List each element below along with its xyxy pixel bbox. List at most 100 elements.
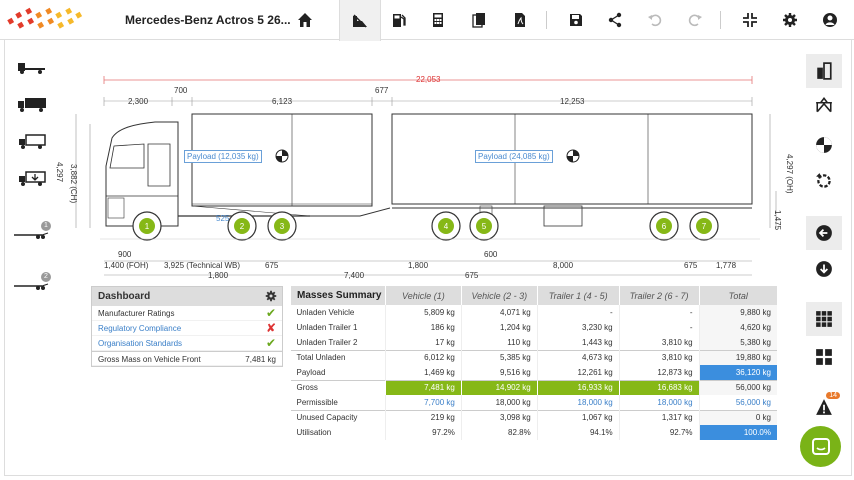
- calculator-button[interactable]: [424, 6, 452, 34]
- dim-label: 6,123: [272, 97, 293, 106]
- row-label: Utilisation: [296, 428, 332, 437]
- save-button[interactable]: [562, 6, 590, 34]
- turning-circle-button[interactable]: [806, 164, 842, 198]
- table-cell: 19,880 kg: [698, 349, 777, 365]
- table-header-row: Masses Summary Vehicle (1) Vehicle (2 - …: [290, 286, 777, 305]
- van-body-button[interactable]: [10, 127, 54, 157]
- save-icon: [570, 14, 582, 26]
- vehicle-drawing: 1 2 3 4 5 6 7 22,053 2,300 700 6,123 677 12,25…: [55, 66, 794, 286]
- grid-large-button[interactable]: [806, 340, 842, 374]
- table-row: Unladen Trailer 1 186 kg 1,204 kg 3,230 kg -…: [291, 320, 777, 335]
- tyre-icon: [816, 137, 832, 153]
- table-cell: 18,000 kg: [460, 395, 538, 410]
- column-header: Masses Summary: [290, 286, 386, 305]
- dashboard-row-organisation[interactable]: Organisation Standards ✔: [92, 336, 282, 351]
- row-label[interactable]: Organisation Standards: [98, 339, 183, 348]
- dim-label: 900: [118, 250, 132, 259]
- pdf-button[interactable]: [506, 6, 534, 34]
- table-cell: 5,385 kg: [460, 349, 538, 365]
- axle-load-button[interactable]: [806, 128, 842, 162]
- table-cell: 18,000 kg: [618, 395, 700, 410]
- table-row: Utilisation 97.2% 82.8% 94.1% 92.7% 100.0%: [291, 425, 777, 440]
- dim-label: 1,800: [408, 261, 429, 270]
- axle-hub: [696, 218, 712, 234]
- table-row: Unladen Vehicle 5,809 kg 4,071 kg - -9,880 k…: [291, 305, 777, 320]
- payload-label-trailer-2: Payload (24,085 kg): [475, 150, 553, 163]
- axle-hub: [139, 218, 155, 234]
- gear-icon: [783, 13, 797, 27]
- row-label: Unused Capacity: [290, 409, 386, 425]
- table-cell: 4,673 kg: [536, 349, 620, 365]
- undo-button[interactable]: [641, 6, 669, 34]
- documents-icon: [472, 13, 485, 28]
- table-cell: 219 kg: [384, 409, 462, 425]
- height-label: 4,297 (OH): [785, 154, 794, 194]
- dashboard-settings-button[interactable]: [265, 290, 277, 305]
- dim-label: 12,253: [560, 97, 585, 106]
- chat-button[interactable]: [800, 426, 841, 467]
- table-cell: 3,098 kg: [460, 409, 538, 425]
- user-button[interactable]: [816, 6, 844, 34]
- next-button[interactable]: [806, 252, 842, 286]
- payload-tab-button[interactable]: [339, 0, 381, 41]
- settings-button[interactable]: [776, 6, 804, 34]
- redo-button[interactable]: [681, 6, 709, 34]
- rigid-truck-button[interactable]: [10, 90, 54, 120]
- collapse-button[interactable]: [736, 6, 764, 34]
- fuel-button[interactable]: [385, 6, 413, 34]
- trailer-2-button[interactable]: [10, 268, 54, 298]
- row-label: Payload: [296, 367, 326, 377]
- table-cell: 56,000 kg: [698, 395, 777, 410]
- dashboard-row-manufacturer: Manufacturer Ratings ✔: [92, 306, 282, 321]
- grid-nine-icon: [816, 311, 832, 327]
- dim-label: 1,400 (FOH): [104, 261, 149, 270]
- share-button[interactable]: [601, 6, 629, 34]
- documents-button[interactable]: [465, 6, 493, 34]
- table-cell: 12,261 kg: [536, 365, 620, 380]
- dim-label: 3,925 (Technical WB): [164, 261, 241, 270]
- grid-small-button[interactable]: [806, 302, 842, 336]
- table-cell: 1,204 kg: [460, 320, 538, 335]
- table-row: Unladen Trailer 2 17 kg 110 kg 1,443 kg 3,81…: [291, 335, 777, 350]
- dashboard-title: Dashboard: [98, 291, 151, 302]
- load-view-button[interactable]: [806, 54, 842, 88]
- alerts-button[interactable]: 14: [806, 390, 842, 424]
- dim-label: 675: [684, 261, 698, 270]
- trailer-1-badge: 1: [41, 221, 51, 231]
- trailer-1-button[interactable]: [10, 217, 54, 247]
- dim-label: 700: [174, 86, 188, 95]
- grid-four-icon: [816, 349, 832, 365]
- row-label[interactable]: Regulatory Compliance: [98, 324, 182, 333]
- table-cell: 94.1%: [536, 425, 620, 440]
- dashboard-row-regulatory[interactable]: Regulatory Compliance ✘: [92, 321, 282, 336]
- axle-hub: [476, 218, 492, 234]
- cross-icon: ✘: [265, 321, 276, 335]
- column-header: Trailer 2 (6 - 7): [618, 286, 700, 305]
- top-bar: Mercedes-Benz Actros 5 26...: [0, 0, 854, 41]
- bridge-button[interactable]: [806, 88, 842, 122]
- truck-payload-icon: [353, 13, 367, 28]
- axle-number: 3: [280, 222, 285, 231]
- previous-button[interactable]: [806, 216, 842, 250]
- table-cell: 1,067 kg: [536, 409, 620, 425]
- dashboard-row-gross-front: Gross Mass on Vehicle Front 7,481 kg: [92, 351, 282, 366]
- prime-mover-button[interactable]: [10, 53, 54, 83]
- axle-hub: [274, 218, 290, 234]
- pdf-icon: [515, 13, 525, 27]
- row-label: Manufacturer Ratings: [98, 309, 175, 318]
- axle-number: 1: [145, 222, 150, 231]
- height-label: 4,297: [55, 162, 64, 183]
- logo-icon: [7, 7, 83, 29]
- table-cell: 4,071 kg: [460, 305, 538, 320]
- redo-icon: [688, 14, 702, 27]
- trailer-2-badge: 2: [41, 272, 51, 282]
- table-cell: 18,000 kg: [536, 395, 620, 410]
- table-cell: 82.8%: [460, 425, 538, 440]
- table-cell: 6,012 kg: [384, 349, 462, 365]
- home-button[interactable]: [291, 6, 319, 34]
- dim-label: 525: [216, 214, 230, 223]
- table-cell: 4,620 kg: [698, 320, 777, 335]
- tipper-body-button[interactable]: [10, 164, 54, 194]
- dim-label: 8,000: [553, 261, 574, 270]
- payload-label-trailer-1: Payload (12,035 kg): [184, 150, 262, 163]
